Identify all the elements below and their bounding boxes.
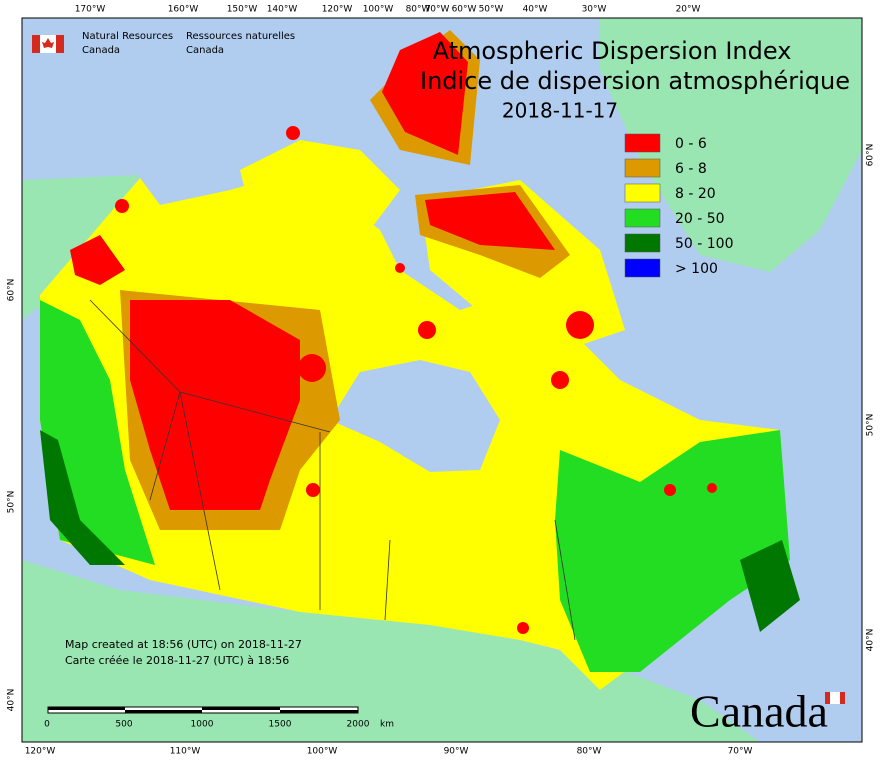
graticule-label: 60°W [452,5,477,15]
graticule-label: 120°W [322,5,353,15]
legend-label: 6 - 8 [675,161,707,177]
scale-segment [48,707,125,710]
graticule-label: 80°W [406,5,431,15]
legend-swatch [624,233,661,253]
flag-bar [825,692,830,704]
flag-center [830,692,840,704]
graticule-label: 140°W [267,5,298,15]
scale-label: 0 [44,720,50,730]
legend-label: 0 - 6 [675,136,707,152]
hotspot [418,321,436,339]
graticule-label: 20°W [676,5,701,15]
map-frame [21,17,863,743]
agency-logo [32,35,64,53]
wordmark: Canada [690,686,828,737]
hotspot [298,354,326,382]
legend-swatch [624,208,661,228]
red-zone-nw [70,235,125,285]
border [384,539,391,621]
scale-segment [280,710,358,713]
footer: Map created at 18:56 (UTC) on 2018-11-27 [65,638,302,651]
border [179,391,331,433]
graticule-label: 40°W [523,5,548,15]
frame-border [21,17,863,743]
arctic-islands [240,140,400,230]
hotspot [664,484,676,496]
usa [22,560,760,742]
scale-segment [202,707,280,710]
agency-fr: Canada [186,45,224,56]
border [179,391,221,591]
scale-label: 1500 [269,720,292,730]
graticule-label: 150°W [227,5,258,15]
scale-label: 500 [115,720,132,730]
graticule-label: 50°W [479,5,504,15]
greenland [600,18,862,272]
flag-bar [56,35,64,53]
flag-leaf [42,38,54,48]
graticule-label: 110°W [170,747,201,757]
scale-bar [47,706,359,714]
hotspot [517,622,529,634]
province-borders [89,299,576,641]
hotspot [551,371,569,389]
graticule-label: 170°W [75,5,106,15]
border [554,519,576,641]
legend-label: > 100 [675,261,718,277]
graticule-label: 70°W [425,5,450,15]
east-green [555,430,790,672]
title: Atmospheric Dispersion Index [433,37,792,65]
hotspot [707,483,717,493]
legend-swatch [624,183,661,203]
west-darkgreen [40,430,125,565]
agency-en: Natural Resources [82,31,173,42]
legend-label: 20 - 50 [675,211,725,227]
graticule-label: 70°W [728,747,753,757]
red-zone [130,300,300,510]
graticule-label: 100°W [363,5,394,15]
scale-unit: km [380,720,394,730]
flag-bar [840,692,845,704]
flag-bar [32,35,40,53]
graticule-label: 80°W [577,747,602,757]
hotspot [115,199,129,213]
wordmark-flag [825,692,845,704]
scale-label: 2000 [347,720,370,730]
title-fr: Indice de dispersion atmosphérique [420,67,850,95]
graticule-label: 100°W [307,747,338,757]
legend-label: 8 - 20 [675,186,716,202]
graticule-label: 60°N [7,279,17,302]
hudson-bay [330,360,500,472]
hotspot [395,263,405,273]
graticule-label: 50°N [866,414,876,437]
footer: Carte créée le 2018-11-27 (UTC) à 18:56 [65,654,289,667]
graticule-label: 120°W [25,747,56,757]
graticule-label: 40°N [866,629,876,652]
graticule-label: 90°W [444,747,469,757]
ellesmere-red [382,32,468,155]
legend-swatch [624,158,661,178]
legend-label: 50 - 100 [675,236,734,252]
baffin-red [425,192,555,250]
hotspot [286,126,300,140]
graticule-label: 40°N [7,689,17,712]
hotspot [566,311,594,339]
hotspot [306,483,320,497]
agency-fr: Ressources naturelles [186,31,295,42]
hotspots [115,126,717,634]
graticule-label: 160°W [168,5,199,15]
legend-swatch [624,258,661,278]
scale-segment [125,710,202,713]
graticule-label: 30°W [582,5,607,15]
legend-swatch [624,133,661,153]
graticule-label: 60°N [866,144,876,167]
east-darkgreen [740,540,800,632]
scale-label: 1000 [191,720,214,730]
date: 2018-11-17 [502,99,618,123]
graticule-label: 50°N [7,491,17,514]
agency-en: Canada [82,45,120,56]
